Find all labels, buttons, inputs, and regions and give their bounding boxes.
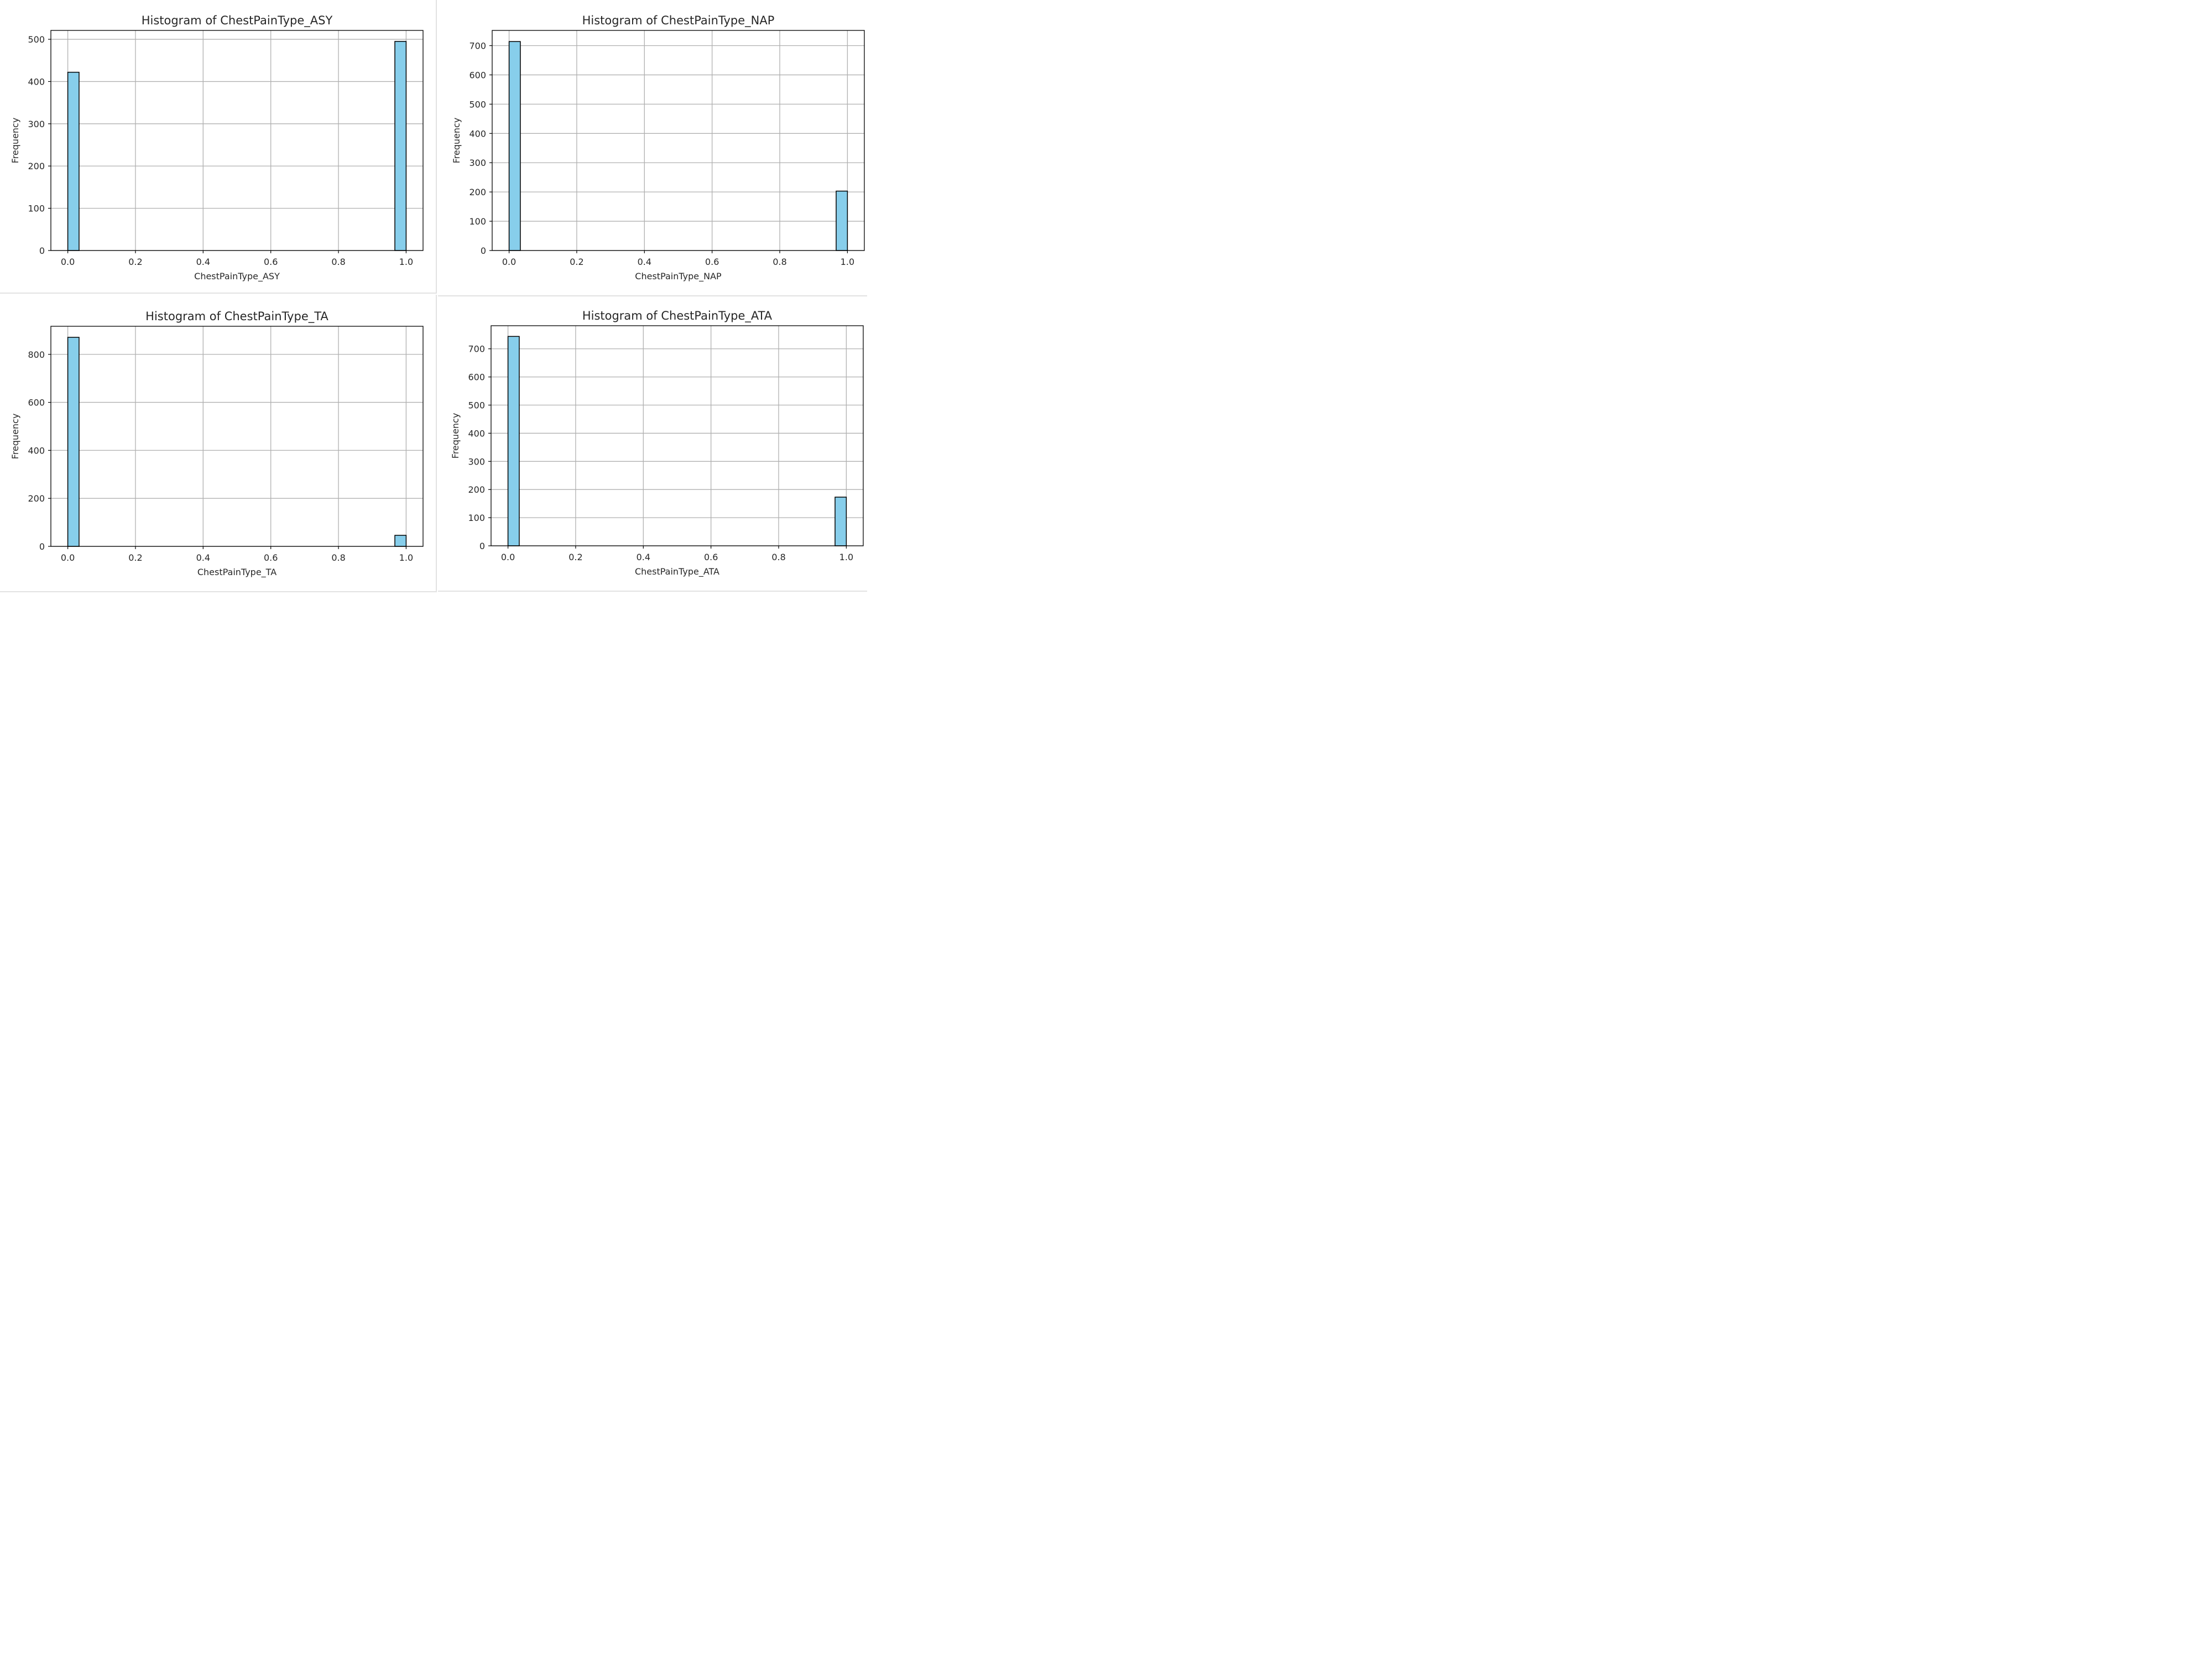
- y-tick-label: 500: [468, 400, 485, 411]
- y-tick-label: 700: [469, 41, 486, 51]
- histogram-bar: [394, 41, 407, 251]
- y-tick-label: 100: [469, 216, 486, 227]
- y-tick-label: 0: [481, 246, 486, 256]
- y-axis-label: Frequency: [450, 413, 461, 459]
- axes-frame: [491, 325, 864, 546]
- y-tick-label: 300: [468, 456, 485, 467]
- x-axis-label: ChestPainType_TA: [197, 567, 276, 578]
- x-tick-label: 0.4: [637, 552, 650, 562]
- histogram-panel-nap: 0.0 0.2 0.4 0.6 0.8 1.0 0 100 200 300 400 500 600 700…: [438, 0, 867, 296]
- x-tick-label: 0.6: [705, 257, 719, 267]
- histogram-chart-ta: 0.0 0.2 0.4 0.6 0.8 1.0 0 200 400 600 800 Histogram…: [10, 310, 424, 578]
- histogram-chart-ata: 0.0 0.2 0.4 0.6 0.8 1.0 0 100 200 300 400 500 600 700…: [450, 309, 864, 577]
- histogram-panel-ta: 0.0 0.2 0.4 0.6 0.8 1.0 0 200 400 600 800 Histogram…: [0, 295, 437, 592]
- x-tick-label: 0.6: [264, 257, 278, 267]
- x-axis-label: ChestPainType_ATA: [635, 566, 719, 577]
- x-tick-label: 0.0: [61, 552, 75, 563]
- x-tick-label: 0.4: [638, 257, 651, 267]
- histogram-panel-asy: 0.0 0.2 0.4 0.6 0.8 1.0 0 100 200 300 400 500 Histog…: [0, 0, 437, 294]
- y-tick-label: 600: [468, 372, 485, 383]
- y-tick-label: 100: [468, 513, 485, 523]
- y-tick-label: 100: [28, 204, 45, 214]
- axes-frame: [50, 326, 424, 547]
- x-tick-label: 0.2: [128, 257, 142, 267]
- y-tick-label: 0: [479, 541, 485, 551]
- axes-frame: [492, 30, 865, 251]
- y-tick-label: 300: [469, 158, 486, 168]
- chart-title: Histogram of ChestPainType_TA: [145, 310, 328, 324]
- chart-title: Histogram of ChestPainType_NAP: [582, 14, 775, 28]
- histogram-bar: [67, 71, 80, 251]
- chart-title: Histogram of ChestPainType_ASY: [142, 14, 333, 28]
- y-axis-label: Frequency: [10, 414, 20, 460]
- y-tick-label: 200: [469, 187, 486, 197]
- x-tick-label: 0.8: [771, 552, 785, 562]
- y-tick-label: 200: [28, 161, 45, 171]
- x-tick-label: 0.0: [61, 257, 75, 267]
- histogram-bar: [67, 337, 80, 547]
- x-tick-label: 0.2: [128, 552, 142, 563]
- y-tick-label: 600: [28, 398, 45, 408]
- x-tick-label: 0.8: [331, 257, 345, 267]
- x-tick-label: 1.0: [841, 257, 854, 267]
- x-tick-label: 1.0: [399, 552, 413, 563]
- y-tick-label: 400: [469, 128, 486, 139]
- histogram-bar: [836, 190, 848, 251]
- histogram-bar: [394, 535, 407, 547]
- x-tick-label: 0.0: [502, 257, 516, 267]
- y-axis-label: Frequency: [10, 118, 20, 164]
- x-tick-label: 0.8: [773, 257, 786, 267]
- x-tick-label: 0.4: [196, 257, 210, 267]
- y-tick-label: 200: [28, 493, 45, 504]
- chart-title: Histogram of ChestPainType_ATA: [582, 309, 773, 323]
- x-axis-label: ChestPainType_NAP: [635, 271, 722, 282]
- y-tick-label: 700: [468, 344, 485, 354]
- histogram-bar: [834, 497, 847, 546]
- y-tick-label: 400: [28, 445, 45, 456]
- histogram-chart-nap: 0.0 0.2 0.4 0.6 0.8 1.0 0 100 200 300 400 500 600 700…: [451, 14, 865, 282]
- x-tick-label: 0.0: [501, 552, 515, 562]
- y-tick-label: 400: [468, 428, 485, 439]
- y-tick-label: 200: [468, 484, 485, 495]
- x-tick-label: 0.6: [704, 552, 718, 562]
- x-tick-label: 0.8: [331, 552, 345, 563]
- y-axis-label: Frequency: [451, 118, 462, 164]
- y-tick-label: 500: [469, 99, 486, 109]
- y-tick-label: 300: [28, 119, 45, 129]
- y-tick-label: 800: [28, 349, 45, 360]
- x-tick-label: 0.2: [568, 552, 582, 562]
- y-tick-label: 0: [39, 541, 45, 552]
- x-tick-label: 0.6: [264, 552, 278, 563]
- x-tick-label: 1.0: [839, 552, 853, 562]
- y-tick-label: 500: [28, 34, 45, 45]
- y-tick-label: 0: [39, 246, 45, 256]
- y-tick-label: 600: [469, 70, 486, 80]
- histogram-bar: [507, 336, 520, 546]
- histogram-chart-asy: 0.0 0.2 0.4 0.6 0.8 1.0 0 100 200 300 400 500 Histog…: [10, 14, 424, 282]
- x-axis-label: ChestPainType_ASY: [194, 271, 280, 282]
- x-tick-label: 0.4: [196, 552, 210, 563]
- histogram-panel-ata: 0.0 0.2 0.4 0.6 0.8 1.0 0 100 200 300 400 500 600 700…: [438, 298, 867, 592]
- axes-frame: [50, 30, 424, 251]
- histogram-bar: [508, 41, 521, 251]
- y-tick-label: 400: [28, 76, 45, 87]
- x-tick-label: 1.0: [399, 257, 413, 267]
- x-tick-label: 0.2: [570, 257, 583, 267]
